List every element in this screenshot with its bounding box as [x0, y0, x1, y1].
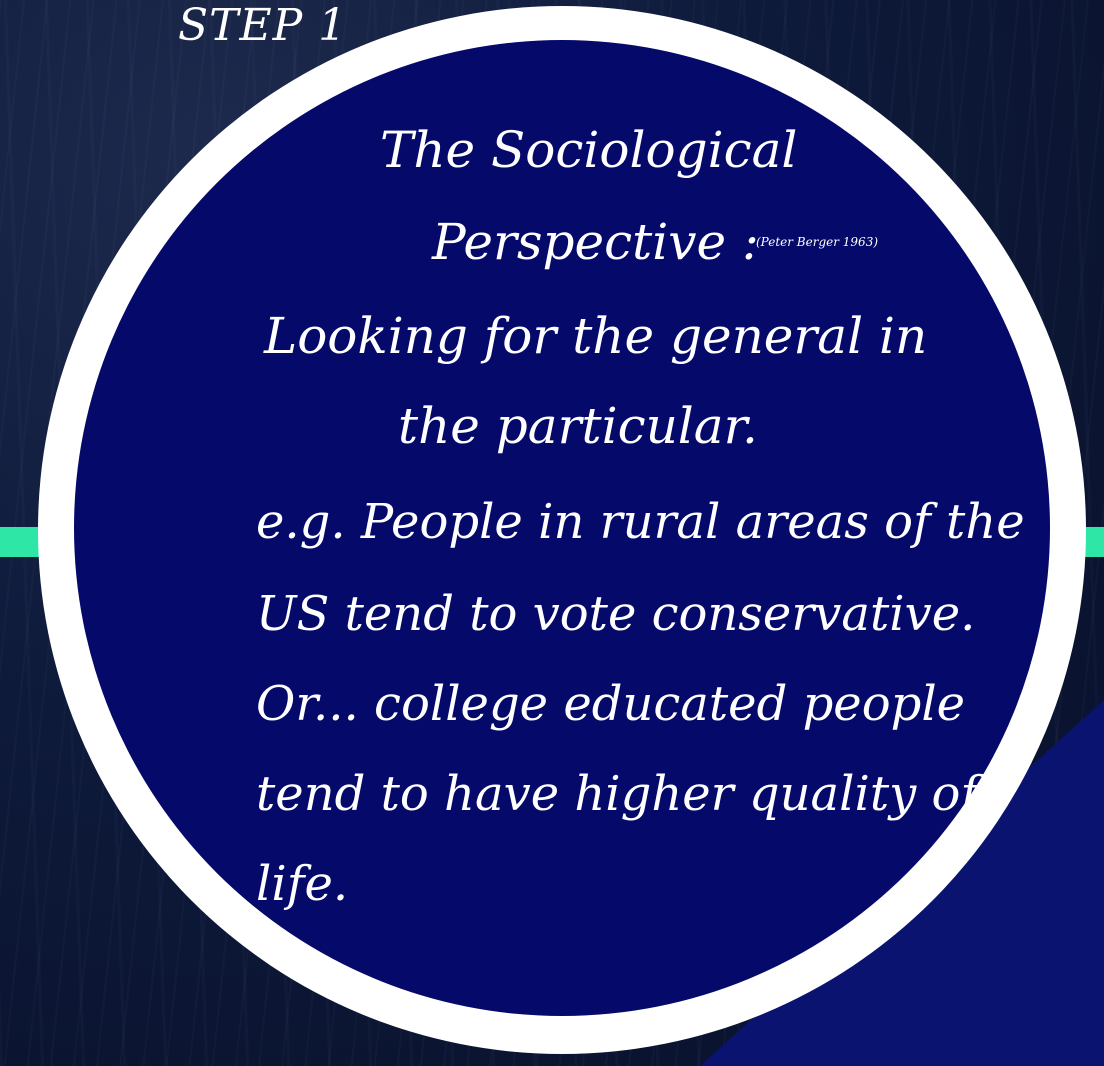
circle-disc: [74, 40, 1050, 1016]
example-line-2: US tend to vote conservative.: [256, 586, 976, 642]
heading-line-2: Perspective :: [432, 213, 759, 271]
citation: (Peter Berger 1963): [756, 235, 879, 249]
example-line-1: e.g. People in rural areas of the: [256, 494, 1025, 550]
step-label: STEP 1: [178, 0, 348, 51]
example-line-4: tend to have higher quality of: [256, 766, 979, 822]
definition-line-1: Looking for the general in: [264, 307, 928, 365]
heading-line-1: The Sociological: [380, 121, 798, 179]
definition-line-2: the particular.: [398, 397, 758, 455]
example-line-3: Or... college educated people: [256, 676, 966, 732]
example-line-5: life.: [256, 856, 349, 912]
